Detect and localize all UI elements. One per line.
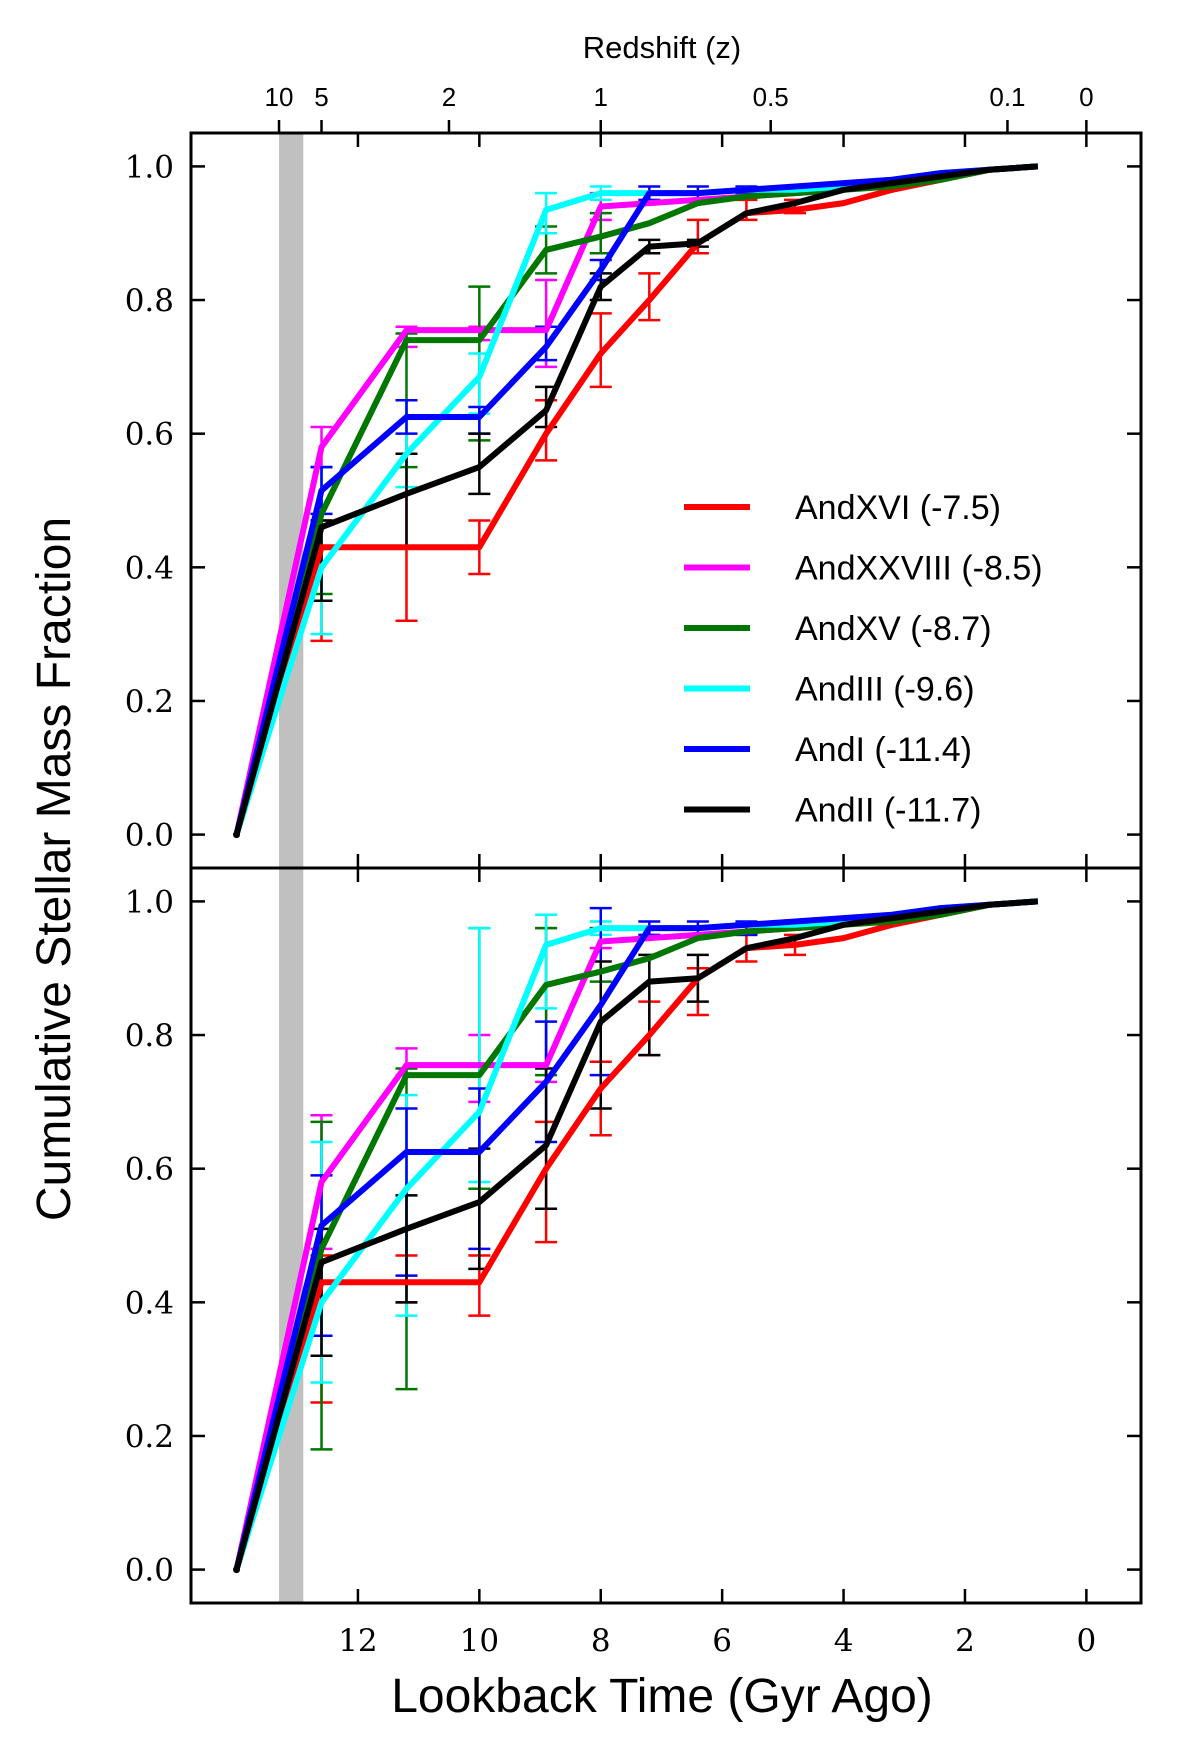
y-tick-label: 0.0 (125, 1553, 174, 1589)
x-tick-label: 10 (460, 1623, 499, 1659)
y-tick-label: 0.6 (125, 417, 174, 453)
legend-label-andi: AndI (-11.4) (795, 731, 972, 769)
x-tick-label: 6 (712, 1623, 732, 1659)
origin-marker (233, 831, 241, 839)
y-tick-label: 0.2 (125, 684, 174, 720)
x-tick-label: 0 (1077, 1623, 1097, 1659)
top-tick-label: 10 (265, 82, 294, 112)
top-tick-label: 0.1 (989, 82, 1025, 112)
y-tick-label: 1.0 (125, 884, 174, 920)
series-line-andiii (233, 898, 1039, 1571)
legend-label-andxxviii: AndXXVIII (-8.5) (795, 550, 1043, 588)
y-tick-label: 0.8 (125, 1018, 174, 1054)
series-line-andxxviii (233, 898, 1039, 1571)
top-tick-label: 0 (1079, 82, 1093, 112)
x-tick-label: 8 (591, 1623, 611, 1659)
top-tick-label: 0.5 (753, 82, 789, 112)
series-line-andii (233, 898, 1039, 1571)
series-line-andxv (233, 163, 1039, 836)
x-tick-label: 4 (834, 1623, 854, 1659)
top-tick-label: 2 (442, 82, 456, 112)
series-line-andxv (233, 898, 1039, 1571)
series-line-andii (233, 163, 1039, 836)
origin-marker (233, 1566, 241, 1574)
plot-frame (189, 866, 1143, 1605)
series-line-andxvi (233, 898, 1039, 1571)
legend-label-andiii: AndIII (-9.6) (795, 671, 975, 709)
y-axis-label: Cumulative Stellar Mass Fraction (28, 517, 81, 1221)
top-panel: 0.0 0.2 0.4 0.6 0.8 1.0 (125, 131, 1143, 870)
x-tick-label: 2 (955, 1623, 975, 1659)
reionization-band (279, 133, 304, 868)
top-tick-label: 1 (594, 82, 608, 112)
top-axis-label: Redshift (z) (583, 30, 741, 65)
y-tick-label: 1.0 (125, 149, 174, 185)
series-line-andi (233, 163, 1039, 836)
x-tick-label: 12 (338, 1623, 377, 1659)
bottom-panel: 0.0 0.2 0.4 0.6 0.8 1.0 12 10 8 6 4 2 0 (125, 866, 1143, 1659)
y-tick-label: 0.0 (125, 818, 174, 854)
legend: AndXVI (-7.5) AndXXVIII (-8.5) AndXV (-8.7… (684, 489, 1043, 830)
legend-label-andii: AndII (-11.7) (795, 792, 981, 830)
y-tick-label: 0.6 (125, 1152, 174, 1188)
x-axis-label: Lookback Time (Gyr Ago) (391, 1670, 933, 1723)
series-line-andi (233, 898, 1039, 1571)
reionization-band (279, 868, 304, 1603)
y-tick-label: 0.2 (125, 1419, 174, 1455)
top-axis-ticks: 10 5 2 1 0.5 0.1 0 (265, 82, 1094, 133)
y-tick-label: 0.4 (125, 550, 174, 586)
legend-label-andxv: AndXV (-8.7) (795, 610, 992, 648)
legend-label-andxvi: AndXVI (-7.5) (795, 489, 1001, 527)
top-tick-label: 5 (314, 82, 328, 112)
y-tick-label: 0.4 (125, 1285, 174, 1321)
y-tick-label: 0.8 (125, 283, 174, 319)
